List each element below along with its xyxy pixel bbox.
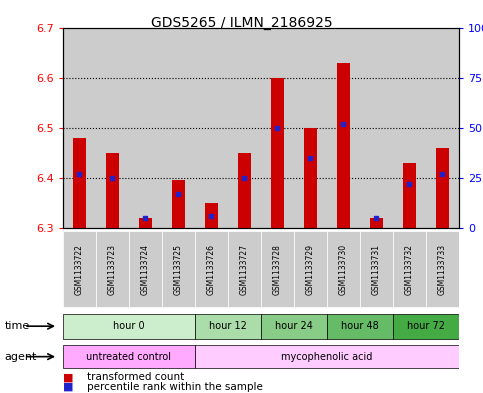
Text: ■: ■ bbox=[63, 382, 73, 392]
Bar bbox=[72, 138, 86, 228]
Text: GSM1133725: GSM1133725 bbox=[174, 244, 183, 295]
Bar bbox=[205, 203, 218, 228]
Bar bbox=[195, 28, 228, 228]
Text: untreated control: untreated control bbox=[86, 352, 171, 362]
Bar bbox=[63, 314, 195, 338]
Bar bbox=[129, 231, 162, 307]
Bar bbox=[129, 28, 162, 228]
Bar bbox=[63, 345, 195, 368]
Bar bbox=[261, 314, 327, 338]
Bar bbox=[162, 28, 195, 228]
Text: GSM1133732: GSM1133732 bbox=[405, 244, 414, 295]
Bar bbox=[294, 28, 327, 228]
Bar bbox=[139, 218, 152, 228]
Bar bbox=[195, 314, 261, 338]
Text: hour 12: hour 12 bbox=[209, 321, 247, 331]
Text: mycophenolic acid: mycophenolic acid bbox=[281, 352, 372, 362]
Bar bbox=[327, 314, 393, 338]
Bar bbox=[270, 78, 284, 228]
Text: GSM1133731: GSM1133731 bbox=[372, 244, 381, 295]
Text: GSM1133730: GSM1133730 bbox=[339, 244, 348, 295]
Text: GSM1133727: GSM1133727 bbox=[240, 244, 249, 295]
Bar bbox=[393, 28, 426, 228]
Bar bbox=[393, 314, 459, 338]
Text: hour 24: hour 24 bbox=[275, 321, 313, 331]
Bar bbox=[360, 231, 393, 307]
Bar bbox=[172, 180, 185, 228]
Bar bbox=[436, 148, 449, 228]
Bar bbox=[370, 218, 383, 228]
Bar bbox=[294, 231, 327, 307]
Text: ■: ■ bbox=[63, 372, 73, 382]
Text: percentile rank within the sample: percentile rank within the sample bbox=[87, 382, 263, 392]
Bar bbox=[195, 345, 459, 368]
Bar bbox=[96, 28, 129, 228]
Bar bbox=[96, 231, 129, 307]
Bar bbox=[238, 153, 251, 228]
Text: GSM1133723: GSM1133723 bbox=[108, 244, 117, 295]
Bar bbox=[393, 231, 426, 307]
Bar bbox=[403, 163, 416, 228]
Bar bbox=[327, 231, 360, 307]
Bar bbox=[195, 231, 228, 307]
Text: time: time bbox=[5, 321, 30, 331]
Bar bbox=[304, 128, 317, 228]
Text: GSM1133733: GSM1133733 bbox=[438, 244, 447, 295]
Bar bbox=[261, 231, 294, 307]
Bar bbox=[261, 28, 294, 228]
Text: hour 0: hour 0 bbox=[113, 321, 144, 331]
Bar bbox=[327, 28, 360, 228]
Bar bbox=[228, 231, 261, 307]
Text: GSM1133729: GSM1133729 bbox=[306, 244, 315, 295]
Text: hour 72: hour 72 bbox=[407, 321, 445, 331]
Text: transformed count: transformed count bbox=[87, 372, 184, 382]
Text: GSM1133722: GSM1133722 bbox=[75, 244, 84, 295]
Bar bbox=[426, 28, 459, 228]
Bar bbox=[162, 231, 195, 307]
Text: GSM1133726: GSM1133726 bbox=[207, 244, 216, 295]
Bar bbox=[63, 28, 96, 228]
Text: agent: agent bbox=[5, 352, 37, 362]
Bar bbox=[63, 231, 96, 307]
Text: GSM1133728: GSM1133728 bbox=[273, 244, 282, 295]
Text: hour 48: hour 48 bbox=[341, 321, 379, 331]
Text: GSM1133724: GSM1133724 bbox=[141, 244, 150, 295]
Bar bbox=[360, 28, 393, 228]
Text: GDS5265 / ILMN_2186925: GDS5265 / ILMN_2186925 bbox=[151, 16, 332, 30]
Bar bbox=[106, 153, 119, 228]
Bar bbox=[228, 28, 261, 228]
Bar bbox=[426, 231, 459, 307]
Bar bbox=[337, 62, 350, 228]
